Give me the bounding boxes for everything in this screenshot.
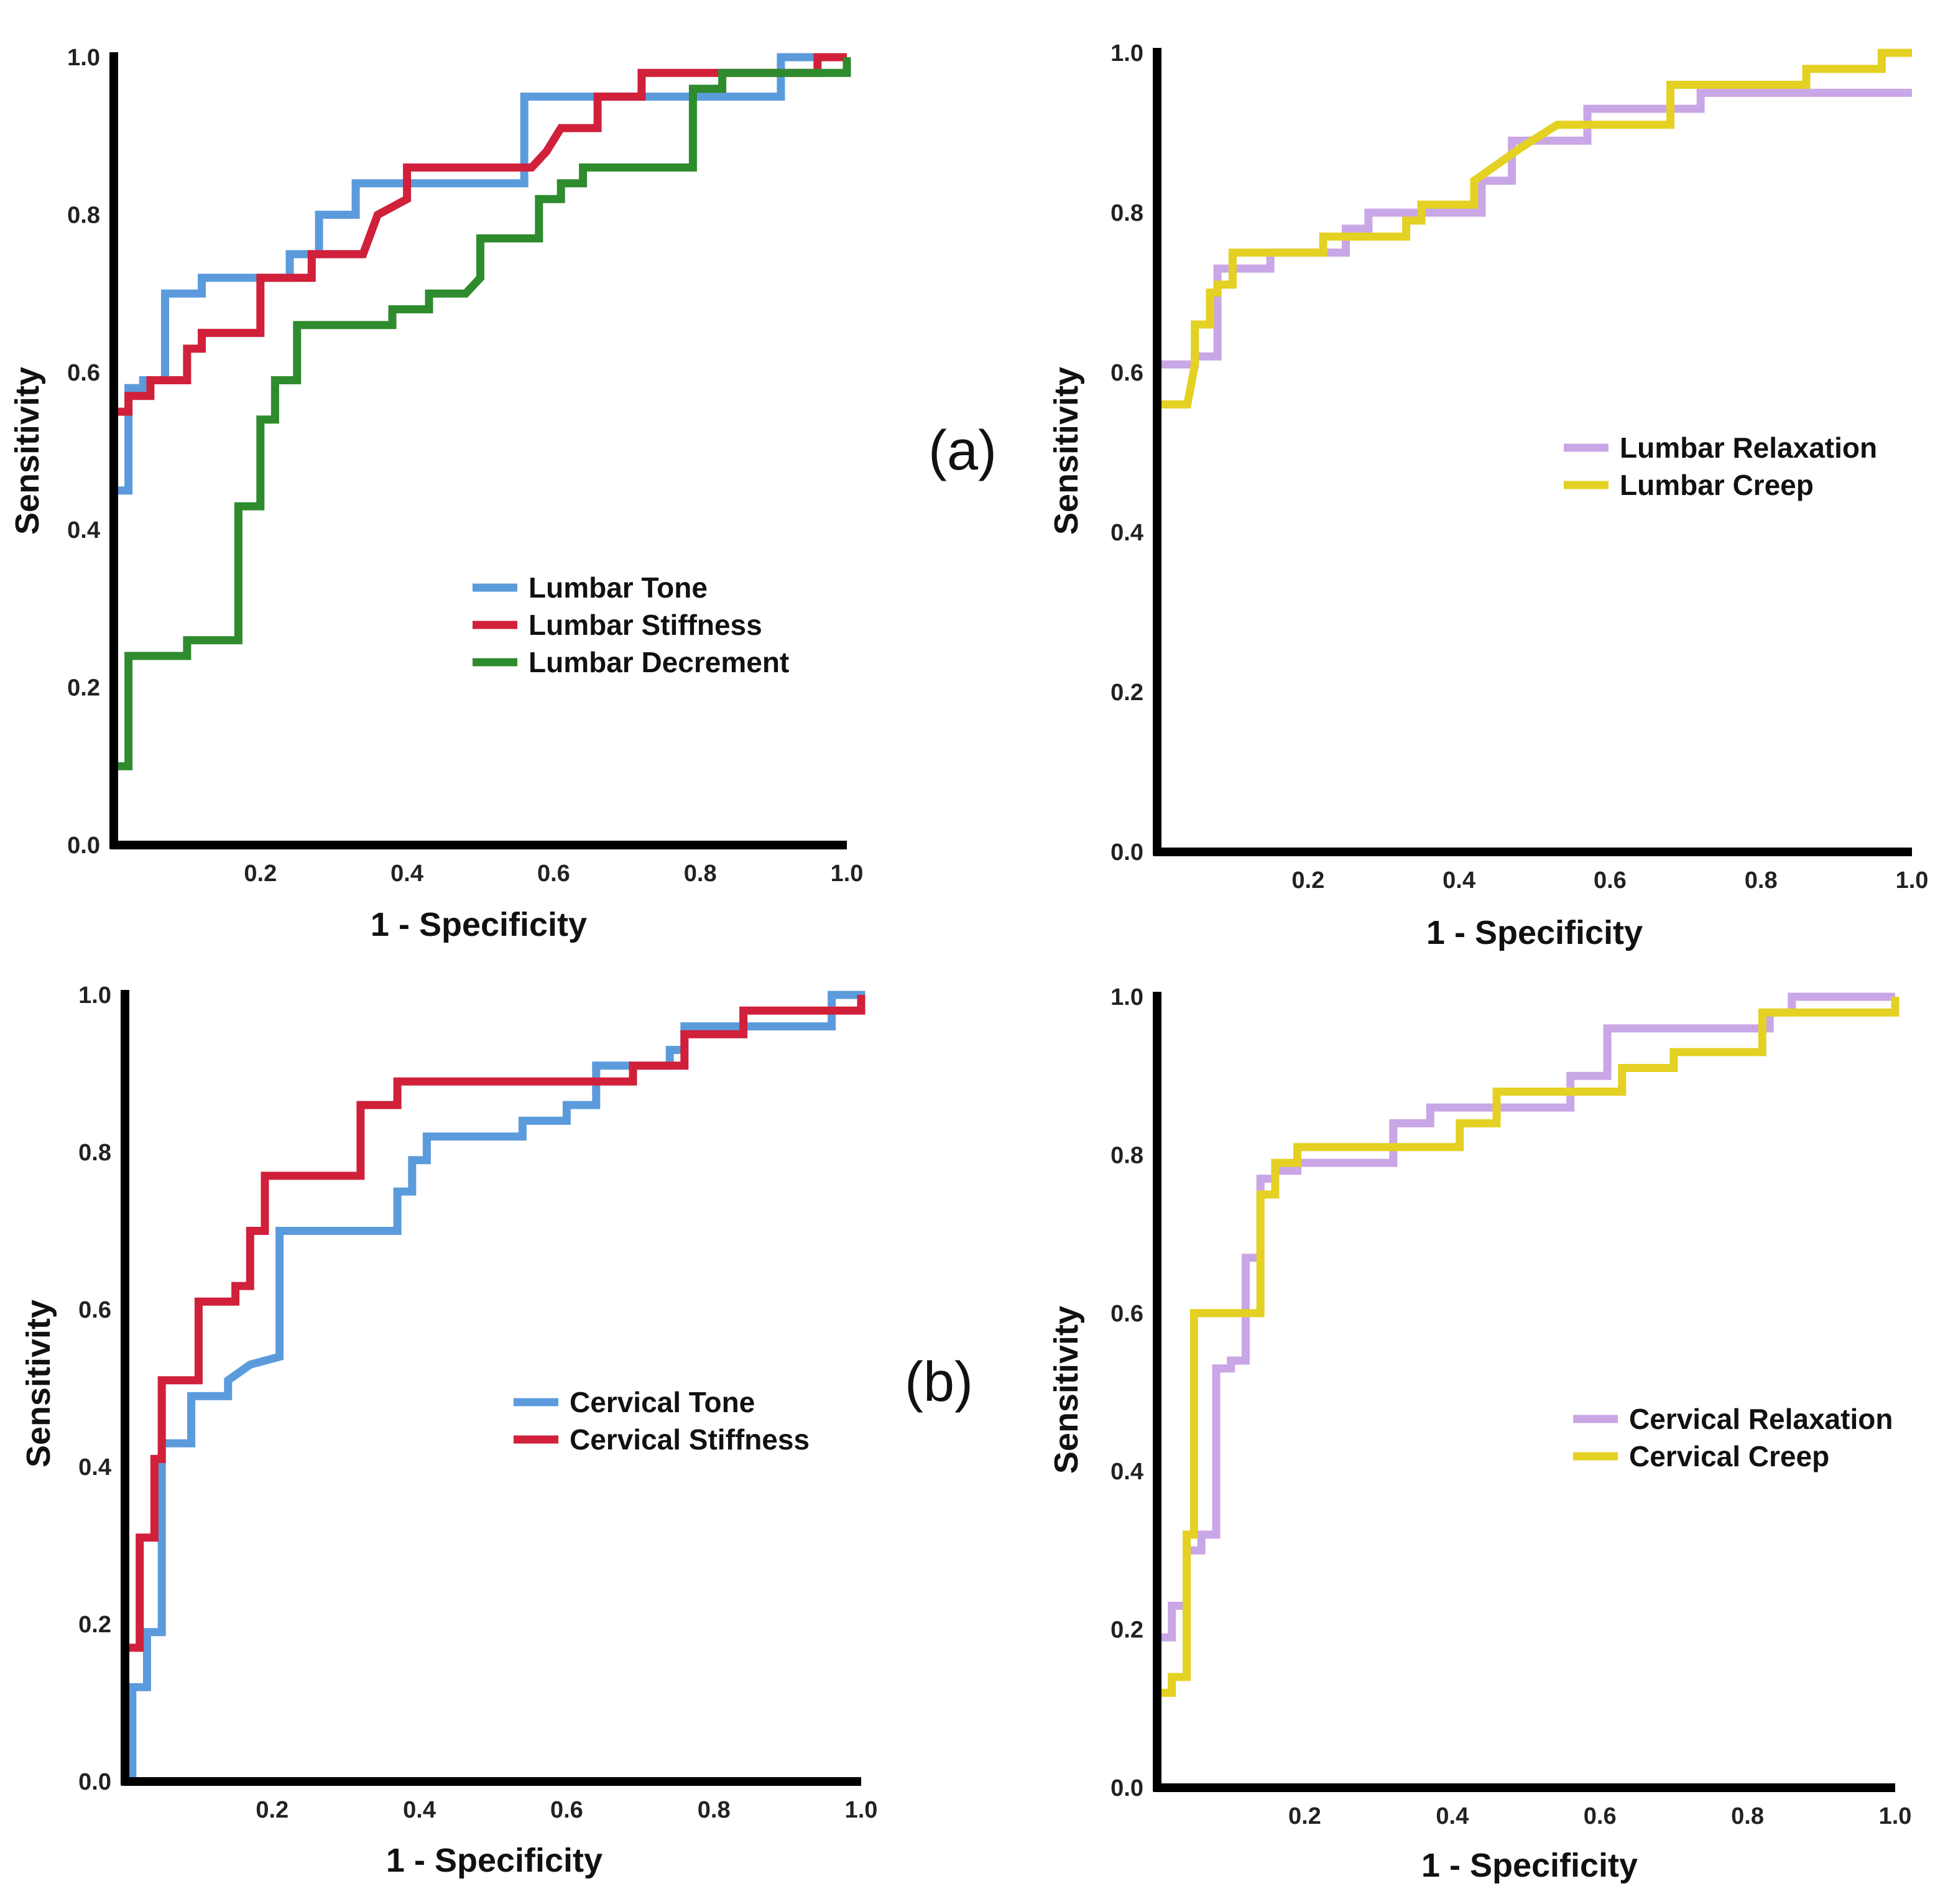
x-tick-label: 0.2 [1291, 867, 1324, 894]
legend-label: Lumbar Tone [529, 571, 708, 604]
y-tick-label: 0.8 [1110, 1142, 1143, 1168]
y-axis-title: Sensitivity [1048, 367, 1085, 535]
y-tick-label: 1.0 [1110, 40, 1143, 67]
legend: Lumbar Relaxation Lumbar Creep [1564, 432, 1877, 501]
x-tick-label: 1.0 [1879, 1803, 1912, 1829]
x-tick-label: 0.2 [256, 1797, 289, 1823]
y-tick-label: 0.6 [1110, 360, 1143, 386]
roc-panel-cervical-2: 0.0 0.2 0.4 0.6 0.8 1.0 0.2 0.4 0.6 0.8 1.0 1 - Spe… [1048, 984, 1911, 1884]
y-tick-label: 0.8 [78, 1140, 111, 1166]
y-tick-label: 0.4 [1110, 1459, 1143, 1485]
y-tick-label: 0.8 [1110, 200, 1143, 226]
x-axis-title: 1 - Specificity [371, 906, 587, 943]
x-tick-label: 0.4 [1436, 1803, 1469, 1829]
y-tick-label: 0.4 [78, 1454, 111, 1481]
x-tick-label: 1.0 [845, 1797, 878, 1823]
series-line-lumbar-creep [1153, 49, 1912, 852]
legend: Cervical Relaxation Cervical Creep [1573, 1403, 1893, 1472]
x-tick-label: 1.0 [1896, 867, 1929, 894]
x-tick-label: 0.6 [550, 1797, 583, 1823]
y-axis-title: Sensitivity [1048, 1306, 1085, 1474]
y-tick-label: 0.6 [67, 360, 100, 386]
panel-label-b: (b) [905, 1351, 973, 1413]
y-tick-label: 0.8 [67, 202, 100, 228]
y-tick-label: 1.0 [1110, 984, 1143, 1010]
y-tick-label: 0.0 [78, 1769, 111, 1795]
y-tick-label: 0.2 [1110, 1617, 1143, 1643]
panel-label-a: (a) [928, 420, 997, 482]
legend-label: Lumbar Relaxation [1620, 432, 1877, 464]
x-tick-label: 0.8 [1745, 867, 1778, 894]
series-line-lumbar-decrement [109, 57, 851, 845]
x-tick-label: 0.8 [1731, 1803, 1764, 1829]
x-tick-label: 0.6 [1594, 867, 1627, 894]
y-tick-label: 0.0 [1110, 1775, 1143, 1801]
y-tick-label: 0.0 [1110, 839, 1143, 866]
x-axis-title: 1 - Specificity [1426, 914, 1643, 951]
legend-label: Cervical Relaxation [1629, 1403, 1893, 1435]
y-tick-label: 0.2 [1110, 680, 1143, 706]
series-line-cervical-tone [125, 991, 866, 1786]
x-axis-title: 1 - Specificity [386, 1842, 603, 1879]
y-axis-title: Sensitivity [9, 367, 46, 535]
series-line-cervical-creep [1153, 997, 1900, 1788]
series-line-lumbar-tone [109, 53, 847, 845]
series-line-lumbar-relaxation [1153, 88, 1912, 852]
legend-label: Lumbar Stiffness [529, 609, 762, 641]
x-tick-label: 0.6 [537, 861, 570, 887]
series-line-cervical-relaxation [1153, 992, 1895, 1788]
roc-panel-cervical-1: 0.0 0.2 0.4 0.6 0.8 1.0 0.2 0.4 0.6 0.8 1.0 1 - Spe… [20, 982, 877, 1879]
y-tick-label: 0.6 [1110, 1301, 1143, 1327]
legend: Cervical Tone Cervical Stiffness [514, 1386, 810, 1456]
legend-label: Cervical Tone [570, 1386, 755, 1418]
x-tick-label: 0.2 [244, 861, 277, 887]
legend: Lumbar Tone Lumbar Stiffness Lumbar Decrem… [473, 571, 789, 678]
x-axis-title: 1 - Specificity [1421, 1847, 1638, 1884]
x-tick-label: 0.4 [390, 861, 423, 887]
series-line-lumbar-stiffness [109, 53, 847, 845]
roc-panel-lumbar-1: 0.0 0.2 0.4 0.6 0.8 1.0 0.2 0.4 0.6 0.8 1.0 1 - Spe… [9, 45, 863, 943]
y-tick-label: 0.2 [67, 675, 100, 701]
x-tick-label: 0.2 [1288, 1803, 1321, 1829]
legend-label: Cervical Creep [1629, 1440, 1829, 1472]
y-tick-label: 0.4 [1110, 520, 1143, 546]
x-tick-label: 0.6 [1584, 1803, 1617, 1829]
y-tick-label: 1.0 [67, 45, 100, 71]
y-tick-label: 0.2 [78, 1612, 111, 1638]
y-tick-label: 0.4 [67, 517, 100, 543]
x-tick-label: 1.0 [831, 861, 864, 887]
x-tick-label: 0.8 [684, 861, 717, 887]
y-axis-title: Sensitivity [20, 1300, 57, 1467]
legend-label: Lumbar Creep [1620, 469, 1814, 501]
roc-panel-lumbar-2: 0.0 0.2 0.4 0.6 0.8 1.0 0.2 0.4 0.6 0.8 1.0 1 - Spe… [1048, 40, 1928, 951]
series-line-cervical-stiffness [121, 995, 866, 1782]
y-tick-label: 0.0 [67, 833, 100, 859]
x-tick-label: 0.4 [1443, 867, 1475, 894]
legend-label: Lumbar Decrement [529, 646, 789, 678]
x-tick-label: 0.4 [403, 1797, 436, 1823]
y-tick-label: 0.6 [78, 1297, 111, 1323]
x-tick-label: 0.8 [698, 1797, 731, 1823]
y-tick-label: 1.0 [78, 982, 111, 1009]
legend-label: Cervical Stiffness [570, 1423, 810, 1456]
